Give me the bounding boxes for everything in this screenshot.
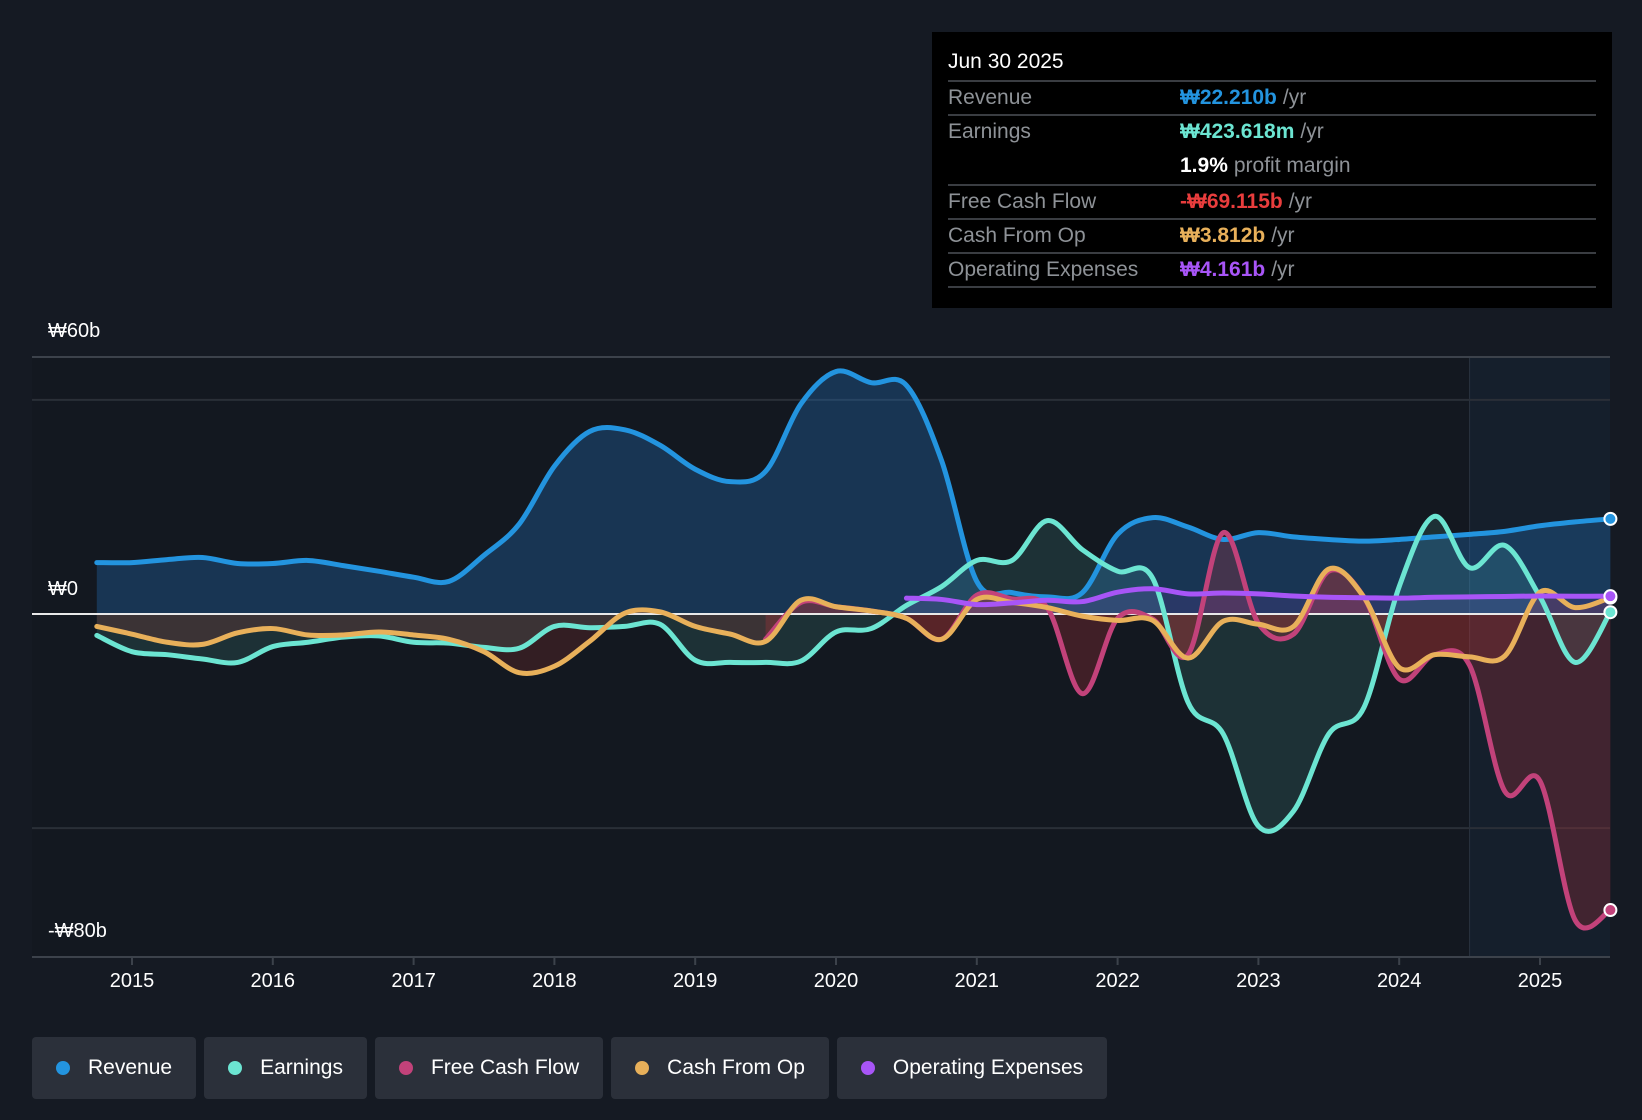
tooltip-row: Earnings ₩423.618m/yr [948, 114, 1596, 150]
tooltip-row: Operating Expenses ₩4.161b/yr [948, 252, 1596, 288]
line-revenue [94, 368, 1613, 602]
legend-item-cash-from-op[interactable]: Cash From Op [611, 1037, 829, 1099]
tooltip-label: Revenue [948, 86, 1033, 109]
end-point-revenue [1603, 511, 1618, 526]
legend-label: Free Cash Flow [430, 1056, 580, 1079]
x-tick-label: 2025 [1517, 970, 1563, 992]
line-operating-expenses [903, 586, 1613, 608]
plot-area [32, 357, 1610, 957]
tooltip-label: Operating Expenses [948, 258, 1139, 281]
legend-label: Earnings [260, 1056, 343, 1079]
tooltip-unit: /yr [1300, 120, 1324, 143]
legend-label: Cash From Op [667, 1056, 805, 1079]
legend-item-free-cash-flow[interactable]: Free Cash Flow [374, 1037, 604, 1099]
tooltip-value-number: ₩4.161b [1180, 258, 1266, 281]
legend-label: Operating Expenses [892, 1056, 1084, 1079]
tooltip-value: ₩4.161b/yr [1180, 258, 1295, 282]
legend-dot-icon [398, 1061, 413, 1075]
legend-item-operating-expenses[interactable]: Operating Expenses [836, 1037, 1108, 1099]
x-tick-label: 2024 [1376, 970, 1422, 992]
legend-item-revenue[interactable]: Revenue [32, 1037, 197, 1099]
y-tick-label: -₩80b [48, 920, 107, 942]
tooltip-date: Jun 30 2025 [948, 50, 1064, 73]
area-free-cash-flow [765, 532, 1611, 928]
tooltip-value: ₩22.210b/yr [1180, 86, 1306, 110]
tooltip-row: Free Cash Flow -₩69.115b/yr [948, 184, 1596, 220]
tooltip-label: Earnings [948, 120, 1031, 143]
tooltip-value-number: ₩3.812b [1180, 224, 1266, 247]
legend-dot-icon [635, 1061, 650, 1075]
tooltip-unit: profit margin [1233, 154, 1351, 177]
legend: Revenue Earnings Free Cash Flow Cash From O… [32, 1037, 1108, 1099]
tooltip-value-number: 1.9% [1180, 154, 1228, 177]
y-tick-label: ₩60b [48, 320, 101, 342]
tooltip-unit: /yr [1288, 190, 1313, 213]
x-tick-label: 2020 [813, 970, 859, 992]
x-tick-label: 2016 [250, 970, 296, 992]
legend-dot-icon [56, 1061, 70, 1075]
tooltip: Jun 30 2025 Revenue ₩22.210b/yr Earnings ₩4… [932, 32, 1612, 308]
tooltip-value: ₩423.618m/yr [1180, 120, 1324, 144]
x-tick-label: 2017 [391, 970, 436, 992]
y-tick-label: ₩0 [48, 578, 78, 600]
legend-dot-icon [228, 1061, 243, 1075]
x-tick-label: 2015 [109, 970, 155, 992]
tooltip-unit: /yr [1271, 224, 1295, 247]
x-tick-label: 2019 [672, 970, 718, 992]
tooltip-row: 1.9% profit margin [948, 150, 1596, 184]
tooltip-label: Free Cash Flow [948, 190, 1097, 213]
x-tick-label: 2018 [532, 970, 577, 992]
legend-label: Revenue [88, 1056, 173, 1079]
tooltip-value-number: ₩423.618m [1180, 120, 1295, 143]
x-tick-label: 2022 [1095, 970, 1140, 992]
tooltip-value: -₩69.115b/yr [1180, 190, 1312, 214]
tooltip-row: Cash From Op ₩3.812b/yr [948, 218, 1596, 254]
x-tick-label: 2023 [1236, 970, 1281, 992]
tooltip-unit: /yr [1282, 86, 1307, 109]
tooltip-row: Revenue ₩22.210b/yr [948, 80, 1596, 116]
tooltip-label: Cash From Op [948, 224, 1086, 247]
legend-item-earnings[interactable]: Earnings [204, 1037, 367, 1099]
tooltip-unit: /yr [1271, 258, 1295, 281]
area-revenue [96, 370, 1611, 614]
area-operating-expenses [906, 588, 1611, 614]
x-tick-label: 2021 [954, 970, 1000, 992]
end-point-earnings [1603, 605, 1618, 620]
tooltip-value: 1.9% profit margin [1180, 154, 1351, 178]
end-point-free-cash-flow [1603, 903, 1618, 918]
tooltip-value-number: ₩22.210b [1180, 86, 1277, 109]
legend-dot-icon [860, 1061, 875, 1075]
tooltip-value-number: -₩69.115b [1180, 190, 1283, 213]
tooltip-value: ₩3.812b/yr [1180, 224, 1295, 248]
end-point-operating-expenses [1603, 589, 1618, 604]
tooltip-divider [948, 286, 1596, 288]
